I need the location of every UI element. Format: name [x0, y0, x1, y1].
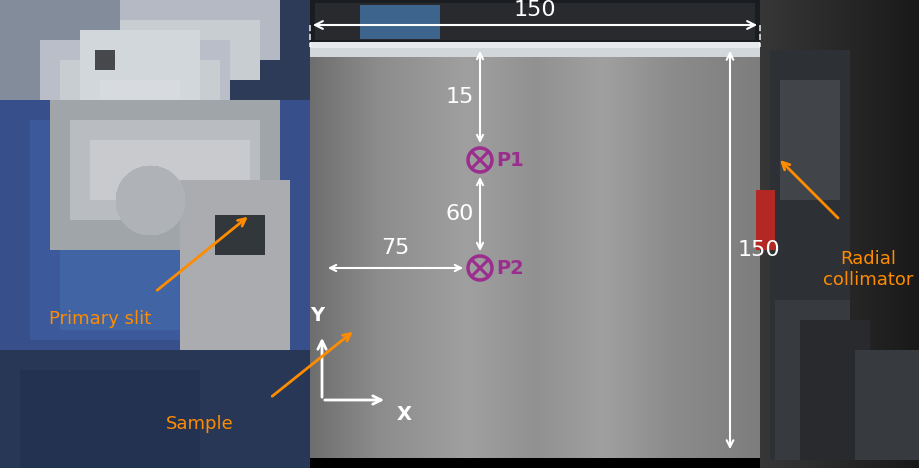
Text: Radial
collimator: Radial collimator [822, 250, 913, 289]
Text: P1: P1 [495, 151, 523, 169]
Text: 150: 150 [513, 0, 556, 20]
Text: 60: 60 [445, 204, 473, 224]
Text: Primary slit: Primary slit [49, 310, 151, 328]
Text: Sample: Sample [166, 415, 233, 433]
Text: P2: P2 [495, 258, 523, 278]
Text: Y: Y [310, 306, 323, 325]
Text: 15: 15 [445, 87, 473, 107]
Text: 150: 150 [737, 240, 780, 260]
Text: X: X [397, 405, 412, 424]
Text: 75: 75 [380, 238, 409, 258]
